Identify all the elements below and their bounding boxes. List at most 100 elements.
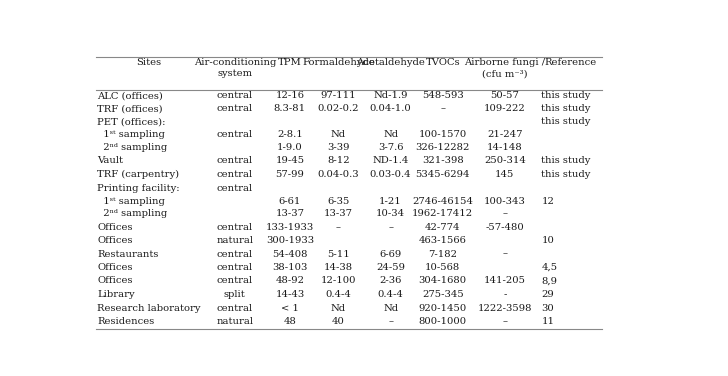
Text: 275-345: 275-345	[422, 290, 464, 299]
Text: central: central	[217, 170, 253, 179]
Text: PET (offices):: PET (offices):	[98, 117, 166, 126]
Text: 1-21: 1-21	[379, 197, 402, 206]
Text: Air-conditioning
system: Air-conditioning system	[194, 58, 276, 78]
Text: 109-222: 109-222	[484, 104, 526, 113]
Text: 38-103: 38-103	[272, 262, 307, 271]
Text: natural: natural	[216, 317, 253, 326]
Text: Nd: Nd	[383, 130, 398, 139]
Text: 1962-17412: 1962-17412	[412, 209, 473, 218]
Text: 14-43: 14-43	[275, 290, 304, 299]
Text: central: central	[217, 262, 253, 271]
Text: 0.04-1.0: 0.04-1.0	[370, 104, 411, 113]
Text: 304-1680: 304-1680	[419, 276, 467, 285]
Text: Restaurants: Restaurants	[98, 250, 159, 259]
Text: Offices: Offices	[98, 262, 132, 271]
Text: 3-39: 3-39	[327, 143, 349, 152]
Text: 0.04-0.3: 0.04-0.3	[317, 170, 359, 179]
Text: 0.4-4: 0.4-4	[378, 290, 403, 299]
Text: 48: 48	[283, 317, 296, 326]
Text: 2ⁿᵈ sampling: 2ⁿᵈ sampling	[98, 209, 167, 218]
Text: 97-111: 97-111	[320, 91, 356, 100]
Text: Formaldehyde: Formaldehyde	[302, 58, 375, 67]
Text: TVOCs: TVOCs	[425, 58, 460, 67]
Text: 4,5: 4,5	[541, 262, 558, 271]
Text: 30: 30	[541, 303, 554, 312]
Text: TPM: TPM	[278, 58, 301, 67]
Text: central: central	[217, 156, 253, 165]
Text: 21-247: 21-247	[487, 130, 523, 139]
Text: –: –	[336, 223, 341, 232]
Text: central: central	[217, 250, 253, 259]
Text: 10-568: 10-568	[425, 262, 460, 271]
Text: 800-1000: 800-1000	[419, 317, 467, 326]
Text: 1ˢᵗ sampling: 1ˢᵗ sampling	[98, 130, 165, 139]
Text: 13-37: 13-37	[324, 209, 353, 218]
Text: Printing facility:: Printing facility:	[98, 184, 180, 193]
Text: 5-11: 5-11	[327, 250, 349, 259]
Text: Offices: Offices	[98, 236, 132, 245]
Text: -: -	[503, 290, 507, 299]
Text: 54-408: 54-408	[272, 250, 308, 259]
Text: 57-99: 57-99	[275, 170, 304, 179]
Text: TRF (carpentry): TRF (carpentry)	[98, 170, 179, 179]
Text: 300-1933: 300-1933	[266, 236, 314, 245]
Text: 10: 10	[541, 236, 554, 245]
Text: 141-205: 141-205	[484, 276, 526, 285]
Text: –: –	[440, 104, 446, 113]
Text: ND-1.4: ND-1.4	[373, 156, 409, 165]
Text: Research laboratory: Research laboratory	[98, 303, 201, 312]
Text: 19-45: 19-45	[275, 156, 304, 165]
Text: -57-480: -57-480	[486, 223, 524, 232]
Text: central: central	[217, 303, 253, 312]
Text: 12: 12	[541, 197, 554, 206]
Text: 24-59: 24-59	[376, 262, 405, 271]
Text: 8,9: 8,9	[541, 276, 557, 285]
Text: 48-92: 48-92	[275, 276, 304, 285]
Text: 0.03-0.4: 0.03-0.4	[370, 170, 411, 179]
Text: 920-1450: 920-1450	[419, 303, 467, 312]
Text: Nd: Nd	[331, 130, 346, 139]
Text: this study: this study	[541, 117, 590, 126]
Text: Nd: Nd	[383, 303, 398, 312]
Text: ALC (offices): ALC (offices)	[98, 91, 163, 100]
Text: –: –	[502, 250, 507, 259]
Text: Acetaldehyde: Acetaldehyde	[356, 58, 425, 67]
Text: 250-314: 250-314	[484, 156, 526, 165]
Text: Vault: Vault	[98, 156, 123, 165]
Text: Residences: Residences	[98, 317, 154, 326]
Text: 5345-6294: 5345-6294	[416, 170, 470, 179]
Text: 12-100: 12-100	[320, 276, 356, 285]
Text: 8-12: 8-12	[327, 156, 349, 165]
Text: 11: 11	[541, 317, 554, 326]
Text: TRF (offices): TRF (offices)	[98, 104, 163, 113]
Text: –: –	[388, 223, 393, 232]
Text: –: –	[388, 317, 393, 326]
Text: –: –	[502, 317, 507, 326]
Text: central: central	[217, 91, 253, 100]
Text: this study: this study	[541, 156, 590, 165]
Text: –: –	[502, 209, 507, 218]
Text: central: central	[217, 130, 253, 139]
Text: 463-1566: 463-1566	[419, 236, 467, 245]
Text: Library: Library	[98, 290, 135, 299]
Text: Sites: Sites	[135, 58, 161, 67]
Text: this study: this study	[541, 104, 590, 113]
Text: 2-36: 2-36	[379, 276, 402, 285]
Text: this study: this study	[541, 91, 590, 100]
Text: 133-1933: 133-1933	[266, 223, 314, 232]
Text: 100-1570: 100-1570	[419, 130, 467, 139]
Text: 548-593: 548-593	[422, 91, 464, 100]
Text: Airborne fungi /
(cfu m⁻³): Airborne fungi / (cfu m⁻³)	[464, 58, 545, 78]
Text: natural: natural	[216, 236, 253, 245]
Text: 40: 40	[332, 317, 345, 326]
Text: 0.4-4: 0.4-4	[325, 290, 352, 299]
Text: this study: this study	[541, 170, 590, 179]
Text: Nd-1.9: Nd-1.9	[373, 91, 408, 100]
Text: central: central	[217, 223, 253, 232]
Text: 42-774: 42-774	[425, 223, 461, 232]
Text: 12-16: 12-16	[275, 91, 304, 100]
Text: 14-148: 14-148	[487, 143, 523, 152]
Text: 14-38: 14-38	[324, 262, 353, 271]
Text: 321-398: 321-398	[422, 156, 464, 165]
Text: Nd: Nd	[331, 303, 346, 312]
